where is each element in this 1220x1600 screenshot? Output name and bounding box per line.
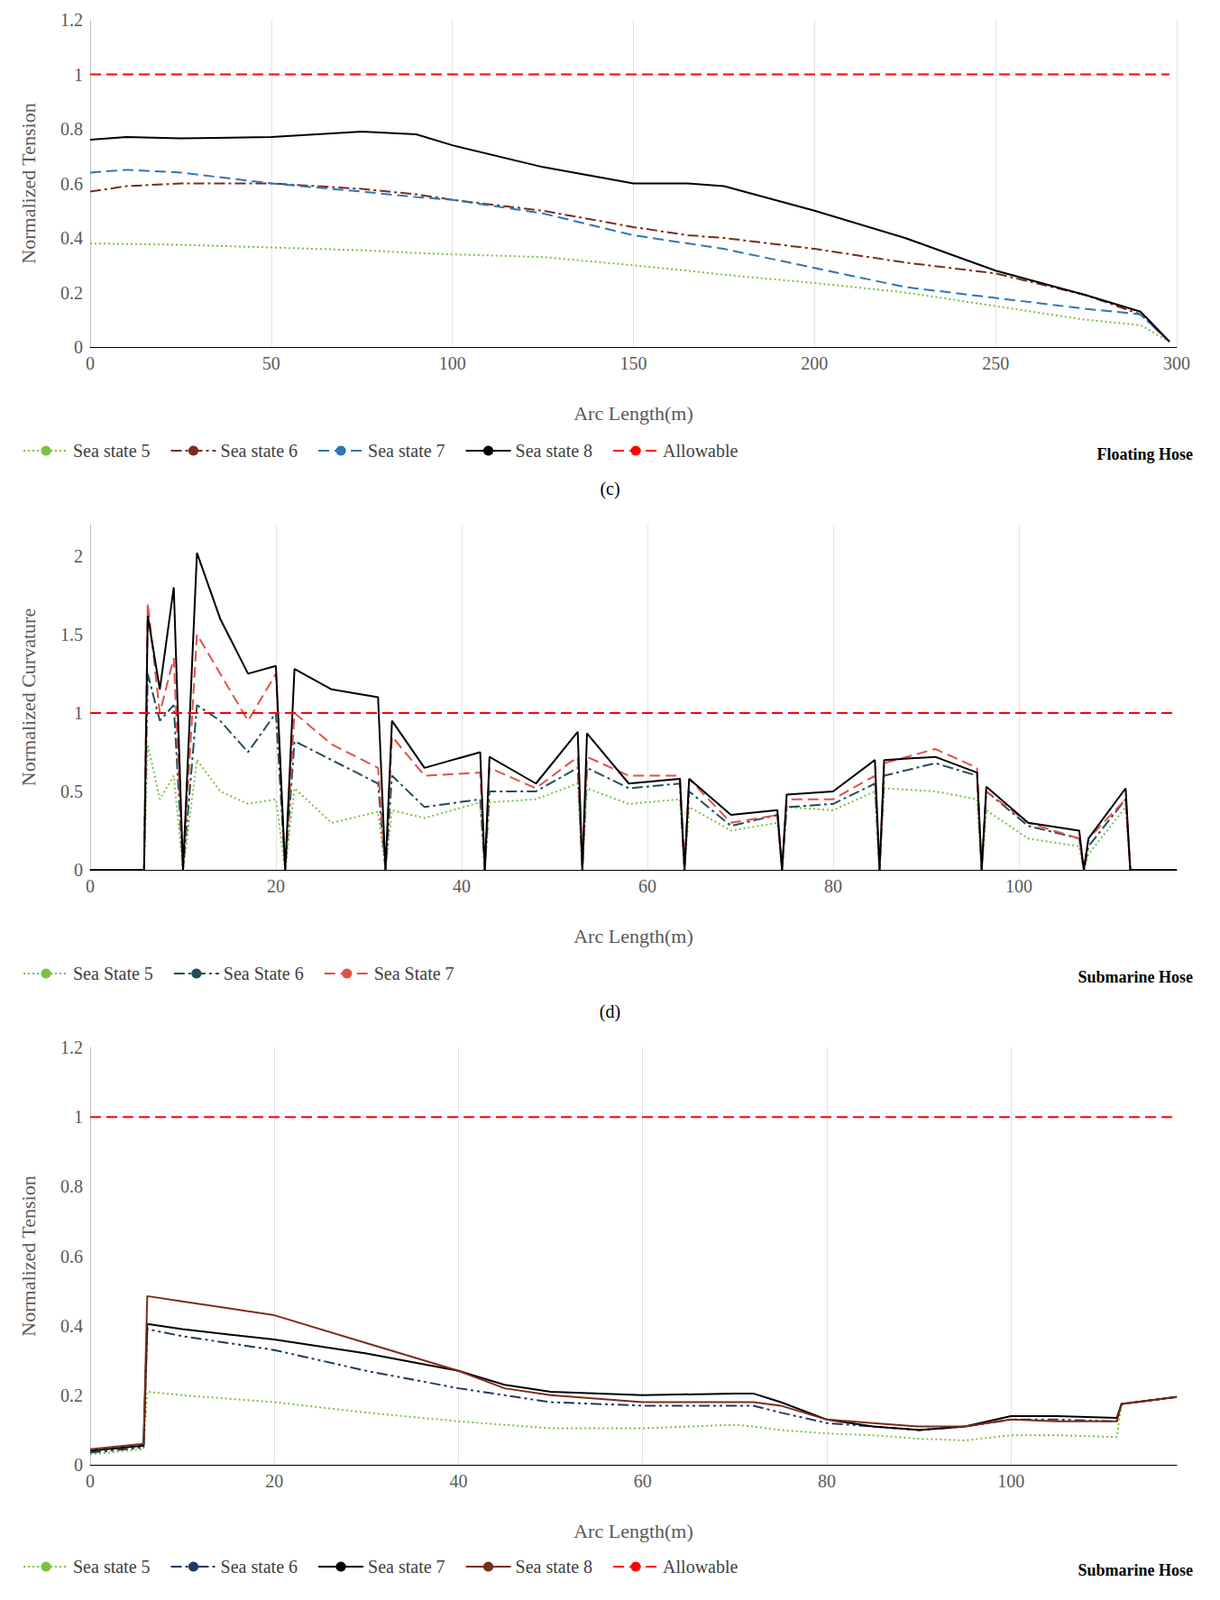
svg-text:100: 100 <box>439 353 467 374</box>
svg-text:Normalized Tension: Normalized Tension <box>17 102 40 264</box>
svg-text:Allowable: Allowable <box>662 440 738 461</box>
svg-text:150: 150 <box>620 353 648 374</box>
svg-text:Sea state 5: Sea state 5 <box>73 440 151 461</box>
svg-text:0.4: 0.4 <box>60 1316 83 1337</box>
svg-text:0.5: 0.5 <box>60 781 83 802</box>
svg-text:(c): (c) <box>599 478 620 500</box>
svg-text:Arc Length(m): Arc Length(m) <box>573 925 694 948</box>
svg-text:Sea state 8: Sea state 8 <box>515 1557 594 1578</box>
svg-text:0: 0 <box>73 337 83 358</box>
svg-text:60: 60 <box>633 1471 652 1492</box>
svg-text:0: 0 <box>73 1455 83 1476</box>
svg-text:Normalized Tension: Normalized Tension <box>17 1175 40 1337</box>
svg-text:0.8: 0.8 <box>60 1176 83 1197</box>
svg-text:Submarine Hose: Submarine Hose <box>1077 968 1193 987</box>
svg-text:Arc Length(m): Arc Length(m) <box>573 1520 694 1543</box>
svg-text:Sea state 8: Sea state 8 <box>515 440 594 461</box>
svg-text:0.2: 0.2 <box>60 1385 83 1406</box>
svg-text:300: 300 <box>1163 353 1191 374</box>
svg-text:Sea state 6: Sea state 6 <box>220 440 299 461</box>
svg-text:80: 80 <box>817 1471 836 1492</box>
svg-text:0.6: 0.6 <box>60 1247 83 1267</box>
svg-text:1.5: 1.5 <box>60 624 83 645</box>
svg-text:60: 60 <box>638 876 657 897</box>
svg-text:2: 2 <box>73 546 83 567</box>
svg-text:20: 20 <box>266 876 285 897</box>
svg-text:Arc Length(m): Arc Length(m) <box>573 402 694 425</box>
svg-text:1: 1 <box>73 703 83 724</box>
svg-text:Sea State 5: Sea State 5 <box>73 963 154 984</box>
svg-text:Sea state 7: Sea state 7 <box>367 440 446 461</box>
svg-text:0.8: 0.8 <box>60 119 83 139</box>
svg-text:Sea State 6: Sea State 6 <box>223 963 304 984</box>
svg-text:Sea state 6: Sea state 6 <box>220 1557 299 1578</box>
svg-text:1.2: 1.2 <box>60 1037 83 1058</box>
svg-text:1: 1 <box>73 64 83 85</box>
svg-text:Normalized Curvature: Normalized Curvature <box>17 608 40 787</box>
svg-text:80: 80 <box>824 876 843 897</box>
svg-text:1.2: 1.2 <box>60 9 83 30</box>
svg-text:250: 250 <box>981 353 1010 374</box>
svg-text:40: 40 <box>452 876 471 897</box>
svg-text:0.2: 0.2 <box>60 283 83 303</box>
svg-text:100: 100 <box>997 1471 1025 1492</box>
svg-text:200: 200 <box>800 353 828 374</box>
svg-text:0.6: 0.6 <box>60 174 83 194</box>
svg-text:(d): (d) <box>599 1001 621 1023</box>
svg-text:20: 20 <box>265 1471 284 1492</box>
svg-text:Sea state 5: Sea state 5 <box>73 1557 151 1578</box>
svg-text:0.4: 0.4 <box>60 228 83 248</box>
svg-text:100: 100 <box>1005 876 1033 897</box>
svg-text:0: 0 <box>73 860 83 881</box>
svg-text:50: 50 <box>262 353 281 374</box>
svg-text:0: 0 <box>85 353 95 374</box>
svg-text:Allowable: Allowable <box>662 1557 738 1578</box>
svg-text:Sea State 7: Sea State 7 <box>374 963 455 984</box>
svg-text:Floating Hose: Floating Hose <box>1097 445 1194 464</box>
svg-text:0: 0 <box>85 1471 95 1492</box>
svg-text:1: 1 <box>73 1107 83 1128</box>
svg-text:Submarine Hose: Submarine Hose <box>1077 1561 1193 1580</box>
svg-text:Sea state 7: Sea state 7 <box>367 1557 446 1578</box>
svg-text:40: 40 <box>449 1471 468 1492</box>
svg-text:0: 0 <box>85 876 95 897</box>
